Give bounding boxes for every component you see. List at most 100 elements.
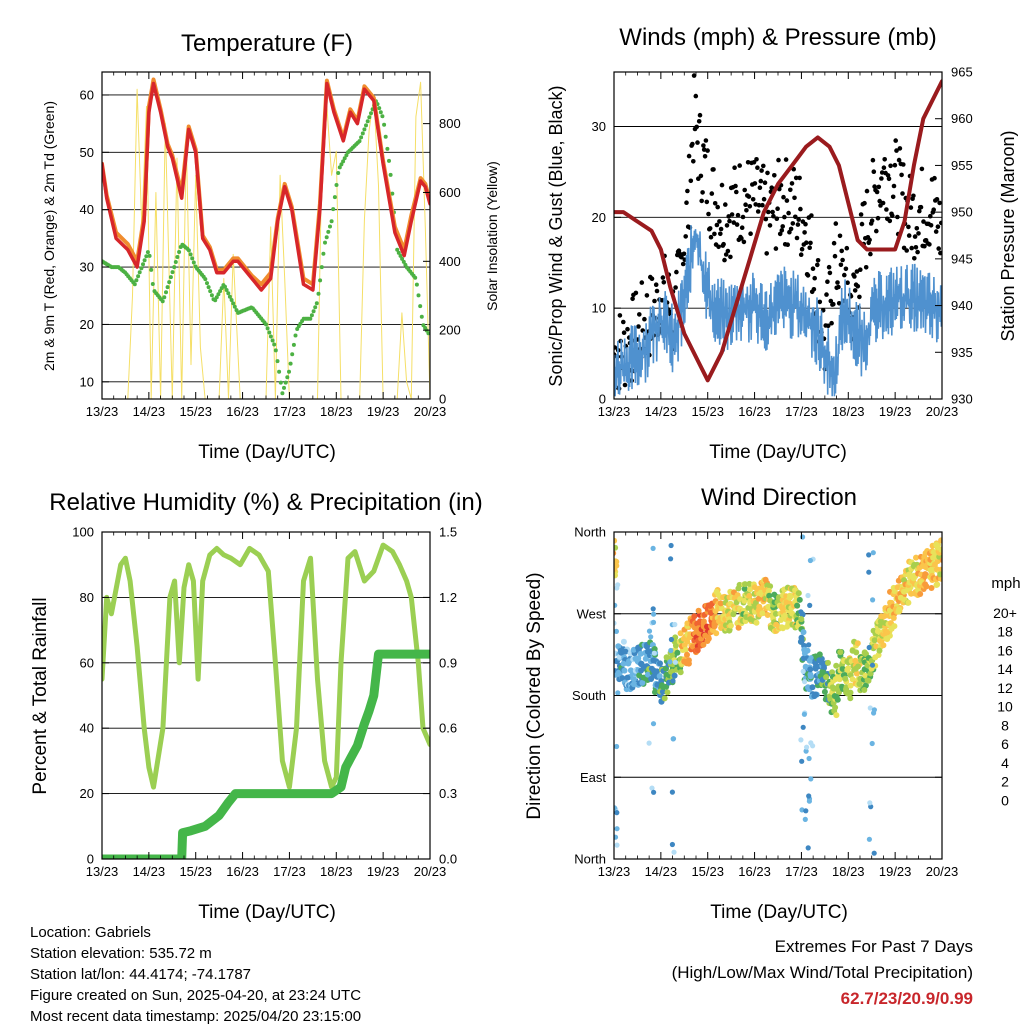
y-tick-label: 80 bbox=[80, 590, 94, 605]
gust-point bbox=[894, 148, 899, 153]
winds-ylabel-right: Station Pressure (Maroon) bbox=[998, 130, 1018, 341]
y-right-tick-label: 400 bbox=[439, 254, 461, 269]
direction-outlier bbox=[650, 657, 656, 663]
dewpoint-point bbox=[337, 165, 342, 170]
direction-outlier bbox=[806, 793, 812, 799]
dewpoint-point bbox=[139, 266, 144, 271]
direction-point bbox=[910, 575, 917, 582]
x-tick-label: 14/23 bbox=[133, 864, 166, 879]
location-text: Location: Gabriels bbox=[30, 924, 151, 941]
gust-point bbox=[912, 255, 917, 261]
direction-outlier bbox=[669, 789, 676, 795]
dewpoint-point bbox=[231, 301, 236, 306]
gust-point bbox=[916, 231, 921, 236]
direction-point bbox=[852, 657, 859, 664]
direction-point bbox=[661, 695, 668, 702]
dewpoint-point bbox=[213, 298, 218, 303]
dewpoint-point bbox=[419, 314, 424, 319]
direction-point bbox=[862, 672, 869, 679]
direction-point bbox=[796, 596, 803, 603]
direction-outlier bbox=[800, 724, 806, 730]
dewpoint-point bbox=[288, 361, 293, 366]
direction-point bbox=[888, 625, 895, 632]
dewpoint-point bbox=[205, 281, 209, 286]
winds-xlabel: Time (Day/UTC) bbox=[709, 442, 847, 463]
direction-point bbox=[705, 635, 712, 642]
direction-outlier bbox=[870, 597, 876, 603]
x-tick-label: 15/23 bbox=[179, 404, 212, 419]
gust-point bbox=[909, 245, 914, 251]
winds-ylabel: Sonic/Prop Wind & Gust (Blue, Black) bbox=[546, 85, 566, 386]
gust-point bbox=[700, 190, 705, 195]
gust-point bbox=[729, 212, 735, 217]
dewpoint-point bbox=[160, 299, 165, 304]
dewpoint-point bbox=[339, 162, 344, 167]
direction-point bbox=[913, 554, 919, 561]
x-tick-label: 16/23 bbox=[738, 404, 771, 419]
direction-point bbox=[672, 642, 679, 649]
dewpoint-point bbox=[264, 322, 268, 327]
dewpoint-point bbox=[311, 309, 316, 314]
gust-point bbox=[805, 273, 811, 278]
dewpoint-point bbox=[232, 304, 237, 309]
extremes-box: Extremes For Past 7 Days (High/Low/Max W… bbox=[672, 934, 973, 1012]
gust-point bbox=[762, 180, 768, 185]
dewpoint-point bbox=[142, 258, 147, 263]
panel-temperature: Temperature (F) 102030405060020040060080… bbox=[41, 30, 500, 463]
gust-point bbox=[735, 212, 741, 218]
dewpoint-point bbox=[309, 313, 314, 318]
gust-point bbox=[797, 175, 802, 181]
gust-point bbox=[695, 140, 700, 145]
direction-point bbox=[877, 638, 883, 644]
direction-point bbox=[753, 619, 760, 626]
gust-point bbox=[728, 254, 733, 260]
dewpoint-point bbox=[328, 224, 332, 229]
dewpoint-point bbox=[369, 111, 373, 116]
colorbar-label: 6 bbox=[1001, 736, 1009, 752]
gust-point bbox=[617, 313, 623, 318]
direction-point bbox=[736, 581, 743, 588]
direction-point bbox=[849, 676, 856, 683]
dewpoint-point bbox=[385, 146, 390, 151]
gust-point bbox=[855, 284, 861, 289]
direction-outlier bbox=[668, 542, 674, 549]
gust-point bbox=[802, 230, 807, 235]
temperature-plot-area bbox=[102, 72, 430, 399]
series-wind bbox=[614, 225, 942, 397]
dewpoint-point bbox=[162, 295, 167, 300]
gust-point bbox=[874, 189, 880, 195]
gust-point bbox=[727, 218, 732, 224]
dewpoint-point bbox=[331, 207, 336, 212]
direction-point bbox=[746, 592, 753, 599]
x-tick-label: 16/23 bbox=[226, 864, 259, 879]
gust-point bbox=[718, 231, 723, 237]
gust-point bbox=[844, 245, 850, 251]
colorbar-title: mph bbox=[991, 575, 1020, 592]
gust-point bbox=[906, 233, 912, 238]
direction-point bbox=[928, 566, 935, 573]
created-text: Figure created on Sun, 2025-04-20, at 23… bbox=[30, 987, 362, 1004]
direction-point bbox=[890, 615, 897, 621]
gust-point bbox=[882, 157, 887, 162]
dewpoint-point bbox=[190, 256, 195, 261]
direction-point bbox=[764, 612, 771, 618]
y-right-tick-label: 0.0 bbox=[439, 852, 457, 867]
dewpoint-point bbox=[342, 156, 347, 161]
direction-outlier bbox=[667, 659, 673, 665]
direction-point bbox=[861, 687, 868, 693]
direction-point bbox=[695, 607, 702, 614]
y-tick-label: 20 bbox=[592, 210, 606, 225]
direction-outlier bbox=[669, 841, 676, 848]
gust-point bbox=[761, 163, 766, 169]
gust-point bbox=[622, 382, 628, 388]
gust-point bbox=[835, 280, 840, 285]
direction-outlier bbox=[866, 644, 872, 651]
gust-point bbox=[817, 299, 823, 305]
direction-point bbox=[809, 684, 816, 691]
gust-point bbox=[706, 211, 711, 217]
direction-point bbox=[614, 544, 619, 551]
gust-point bbox=[825, 279, 830, 285]
dewpoint-point bbox=[267, 330, 272, 335]
gust-point bbox=[739, 236, 744, 241]
x-tick-label: 13/23 bbox=[598, 864, 631, 879]
